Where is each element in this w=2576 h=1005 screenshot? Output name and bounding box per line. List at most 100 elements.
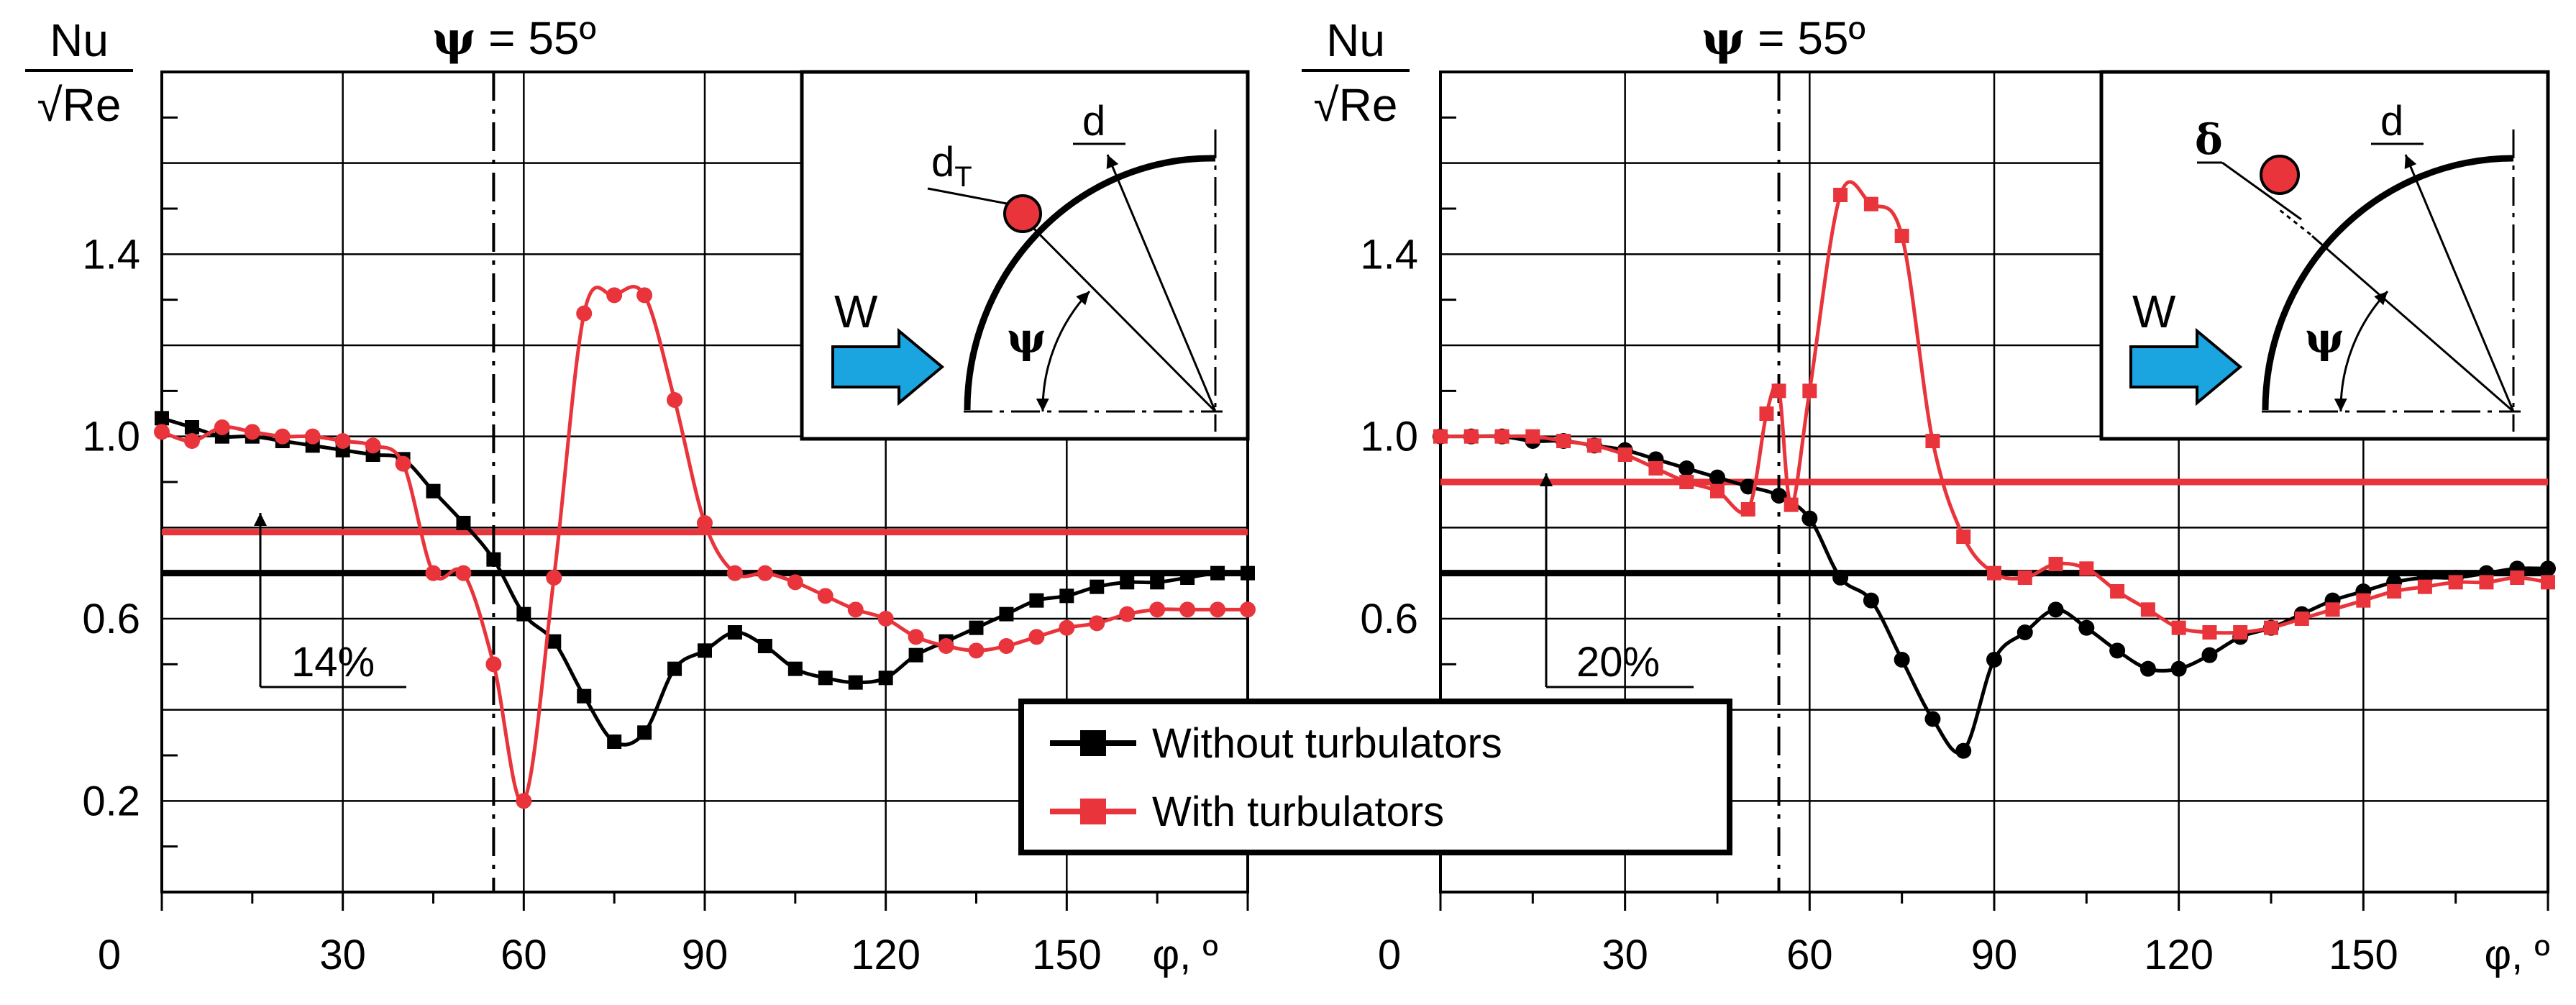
right-point-with-turbulators: [1463, 429, 1479, 444]
left-point-with-turbulators: [697, 515, 713, 531]
left-point-with-turbulators: [998, 638, 1015, 654]
left-point-without-turbulators: [698, 643, 712, 658]
right-xtick-label: 120: [2144, 932, 2214, 978]
left-point-with-turbulators: [968, 642, 985, 659]
left-panel: 0.2 0.6 1.0 1.4 30 60 90 120 150 Nu √Re ψ = 55º…: [25, 12, 1256, 978]
left-annotation-label: 14%: [291, 639, 375, 686]
left-point-with-turbulators: [787, 574, 803, 591]
right-point-with-turbulators: [1617, 447, 1632, 462]
left-point-with-turbulators: [1210, 601, 1226, 618]
right-point-without-turbulators: [1678, 460, 1695, 476]
right-point-with-turbulators: [2079, 561, 2094, 576]
left-point-with-turbulators: [817, 588, 833, 604]
right-point-without-turbulators: [2170, 660, 2187, 677]
right-inset-label-W: W: [2132, 286, 2176, 337]
left-point-without-turbulators: [757, 639, 772, 653]
legend-item-with-turbulators: With turbulators: [1050, 788, 1444, 835]
right-point-with-turbulators: [2294, 611, 2309, 626]
left-xtick-label: 90: [682, 932, 729, 978]
right-ylabel-numerator: Nu: [1326, 14, 1385, 66]
right-point-with-turbulators: [2356, 593, 2371, 608]
right-point-without-turbulators: [2540, 560, 2556, 577]
right-ytick-label: 1.0: [1360, 414, 1418, 460]
left-point-without-turbulators: [1120, 575, 1135, 590]
left-point-without-turbulators: [1059, 588, 1074, 604]
left-ylabel-numerator: Nu: [50, 14, 109, 66]
right-plot-area: 0.6 1.0 1.4 30 60 90 120 150: [1360, 71, 2556, 978]
left-point-with-turbulators: [606, 287, 623, 304]
left-point-with-turbulators: [154, 424, 170, 440]
left-point-with-turbulators: [1240, 601, 1256, 618]
right-ylabel-denominator: √Re: [1314, 79, 1398, 131]
left-point-with-turbulators: [304, 428, 321, 445]
left-point-with-turbulators: [455, 565, 472, 581]
left-point-without-turbulators: [577, 688, 592, 704]
right-inset: δ d ψ W: [2099, 70, 2550, 441]
legend: Without turbulators With turbulators: [1018, 699, 1732, 855]
left-inset-radius-psi: [1020, 214, 1217, 413]
left-series: [154, 285, 1256, 809]
left-point-with-turbulators: [667, 392, 683, 408]
left-minor-ticks: [160, 116, 1249, 911]
left-y-tick-labels: 0.2 0.6 1.0 1.4: [82, 231, 140, 824]
right-point-with-turbulators: [2479, 575, 2494, 590]
right-point-with-turbulators: [2048, 557, 2063, 571]
right-point-with-turbulators: [1679, 475, 1694, 489]
right-y-tick-labels: 0.6 1.0 1.4: [1360, 231, 1418, 642]
right-title: ψ = 55º: [1702, 12, 1865, 65]
left-point-without-turbulators: [1029, 593, 1044, 608]
flow-arrow-icon: [2129, 327, 2243, 406]
left-point-without-turbulators: [787, 661, 803, 676]
left-point-with-turbulators: [516, 793, 532, 809]
right-inset-delta-leader: [2221, 161, 2302, 221]
legend-swatch-marker-black: [1080, 730, 1106, 756]
right-point-without-turbulators: [1832, 570, 1849, 586]
right-annotation-label: 20%: [1576, 639, 1660, 686]
right-point-with-turbulators: [1740, 502, 1755, 517]
right-xtick-label: 30: [1602, 932, 1648, 978]
right-inset-label-d: d: [2380, 98, 2403, 145]
right-origin-label: 0: [1378, 932, 1401, 978]
right-point-with-turbulators: [1494, 429, 1509, 444]
right-point-with-turbulators: [1710, 483, 1725, 499]
left-point-with-turbulators: [425, 565, 442, 581]
right-point-with-turbulators: [2202, 625, 2217, 640]
left-point-without-turbulators: [1241, 565, 1255, 581]
legend-item-without-turbulators: Without turbulators: [1050, 720, 1502, 767]
left-ytick-label: 1.0: [82, 414, 140, 460]
left-point-without-turbulators: [516, 606, 531, 622]
right-ytick-label: 1.4: [1360, 231, 1418, 278]
right-point-without-turbulators: [2109, 642, 2126, 659]
left-inset-radius-d: [1106, 154, 1217, 412]
left-ytick-label: 0.2: [82, 778, 140, 824]
right-x-tick-labels: 30 60 90 120 150: [1602, 932, 2398, 978]
right-point-with-turbulators: [1894, 229, 1909, 243]
left-point-without-turbulators: [426, 483, 441, 499]
left-point-with-turbulators: [334, 433, 351, 449]
left-point-with-turbulators: [847, 601, 864, 618]
right-point-without-turbulators: [2139, 660, 2156, 677]
right-point-with-turbulators: [2233, 625, 2248, 640]
left-inset-label-W: W: [834, 286, 878, 337]
right-point-with-turbulators: [2510, 570, 2525, 585]
right-point-without-turbulators: [1955, 742, 1972, 759]
right-point-without-turbulators: [1740, 478, 1756, 495]
left-point-with-turbulators: [365, 437, 381, 454]
left-ylabel-denominator: √Re: [37, 79, 122, 131]
left-annotation: 14%: [254, 513, 406, 688]
right-point-without-turbulators: [2047, 601, 2064, 618]
left-point-with-turbulators: [1028, 629, 1045, 645]
right-point-without-turbulators: [1709, 469, 1725, 486]
left-point-without-turbulators: [667, 661, 682, 676]
left-inset-label-psi: ψ: [1007, 314, 1046, 363]
left-point-with-turbulators: [274, 428, 291, 445]
left-point-with-turbulators: [636, 287, 653, 304]
right-point-with-turbulators: [1771, 383, 1786, 399]
left-point-with-turbulators: [1119, 606, 1136, 622]
left-point-with-turbulators: [485, 656, 502, 673]
right-point-with-turbulators: [1925, 434, 1940, 448]
right-xtick-label: 150: [2329, 932, 2398, 978]
left-point-without-turbulators: [184, 420, 199, 435]
right-point-with-turbulators: [2448, 575, 2463, 590]
